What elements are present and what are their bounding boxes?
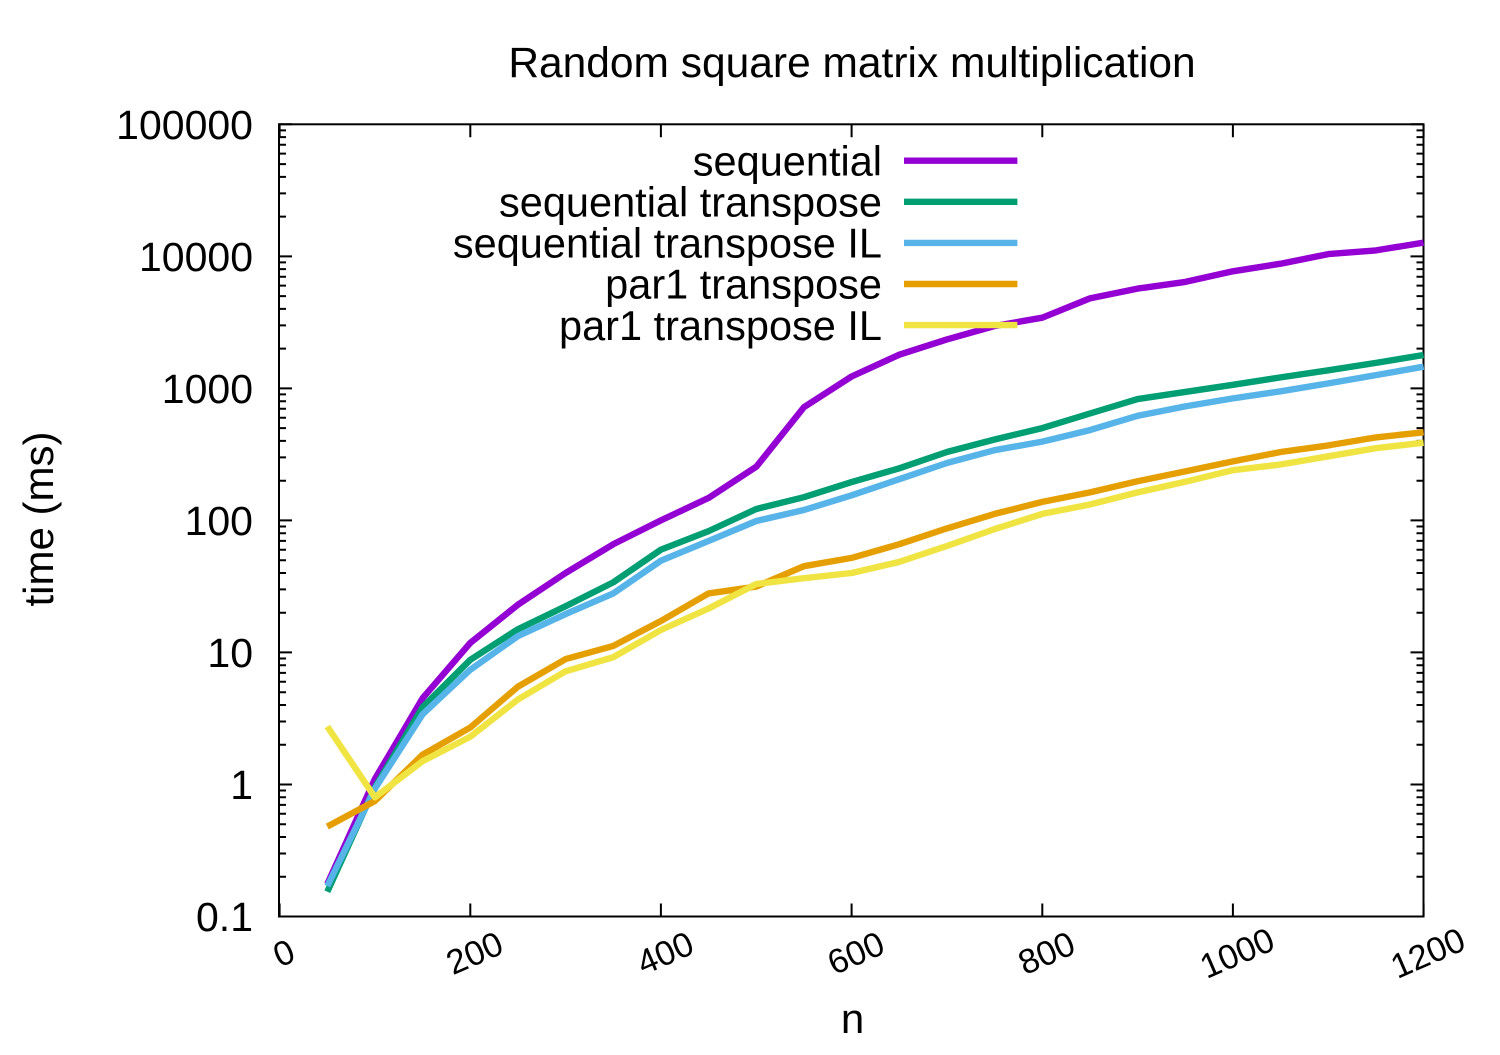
svg-text:par1 transpose: par1 transpose [605,261,882,308]
svg-text:time (ms): time (ms) [15,432,62,607]
svg-text:10000: 10000 [139,234,253,280]
svg-text:sequential transpose IL: sequential transpose IL [453,220,882,267]
svg-text:par1 transpose IL: par1 transpose IL [559,302,882,349]
svg-text:n: n [841,995,864,1042]
svg-text:0.1: 0.1 [196,894,253,940]
svg-text:Random square matrix multiplic: Random square matrix multiplication [508,40,1195,87]
svg-text:100: 100 [185,498,253,544]
svg-text:100000: 100000 [116,102,253,148]
svg-text:1: 1 [230,762,253,808]
svg-text:10: 10 [207,630,253,676]
svg-text:sequential: sequential [693,137,882,184]
svg-text:sequential transpose: sequential transpose [499,179,882,226]
svg-text:1000: 1000 [162,366,253,412]
